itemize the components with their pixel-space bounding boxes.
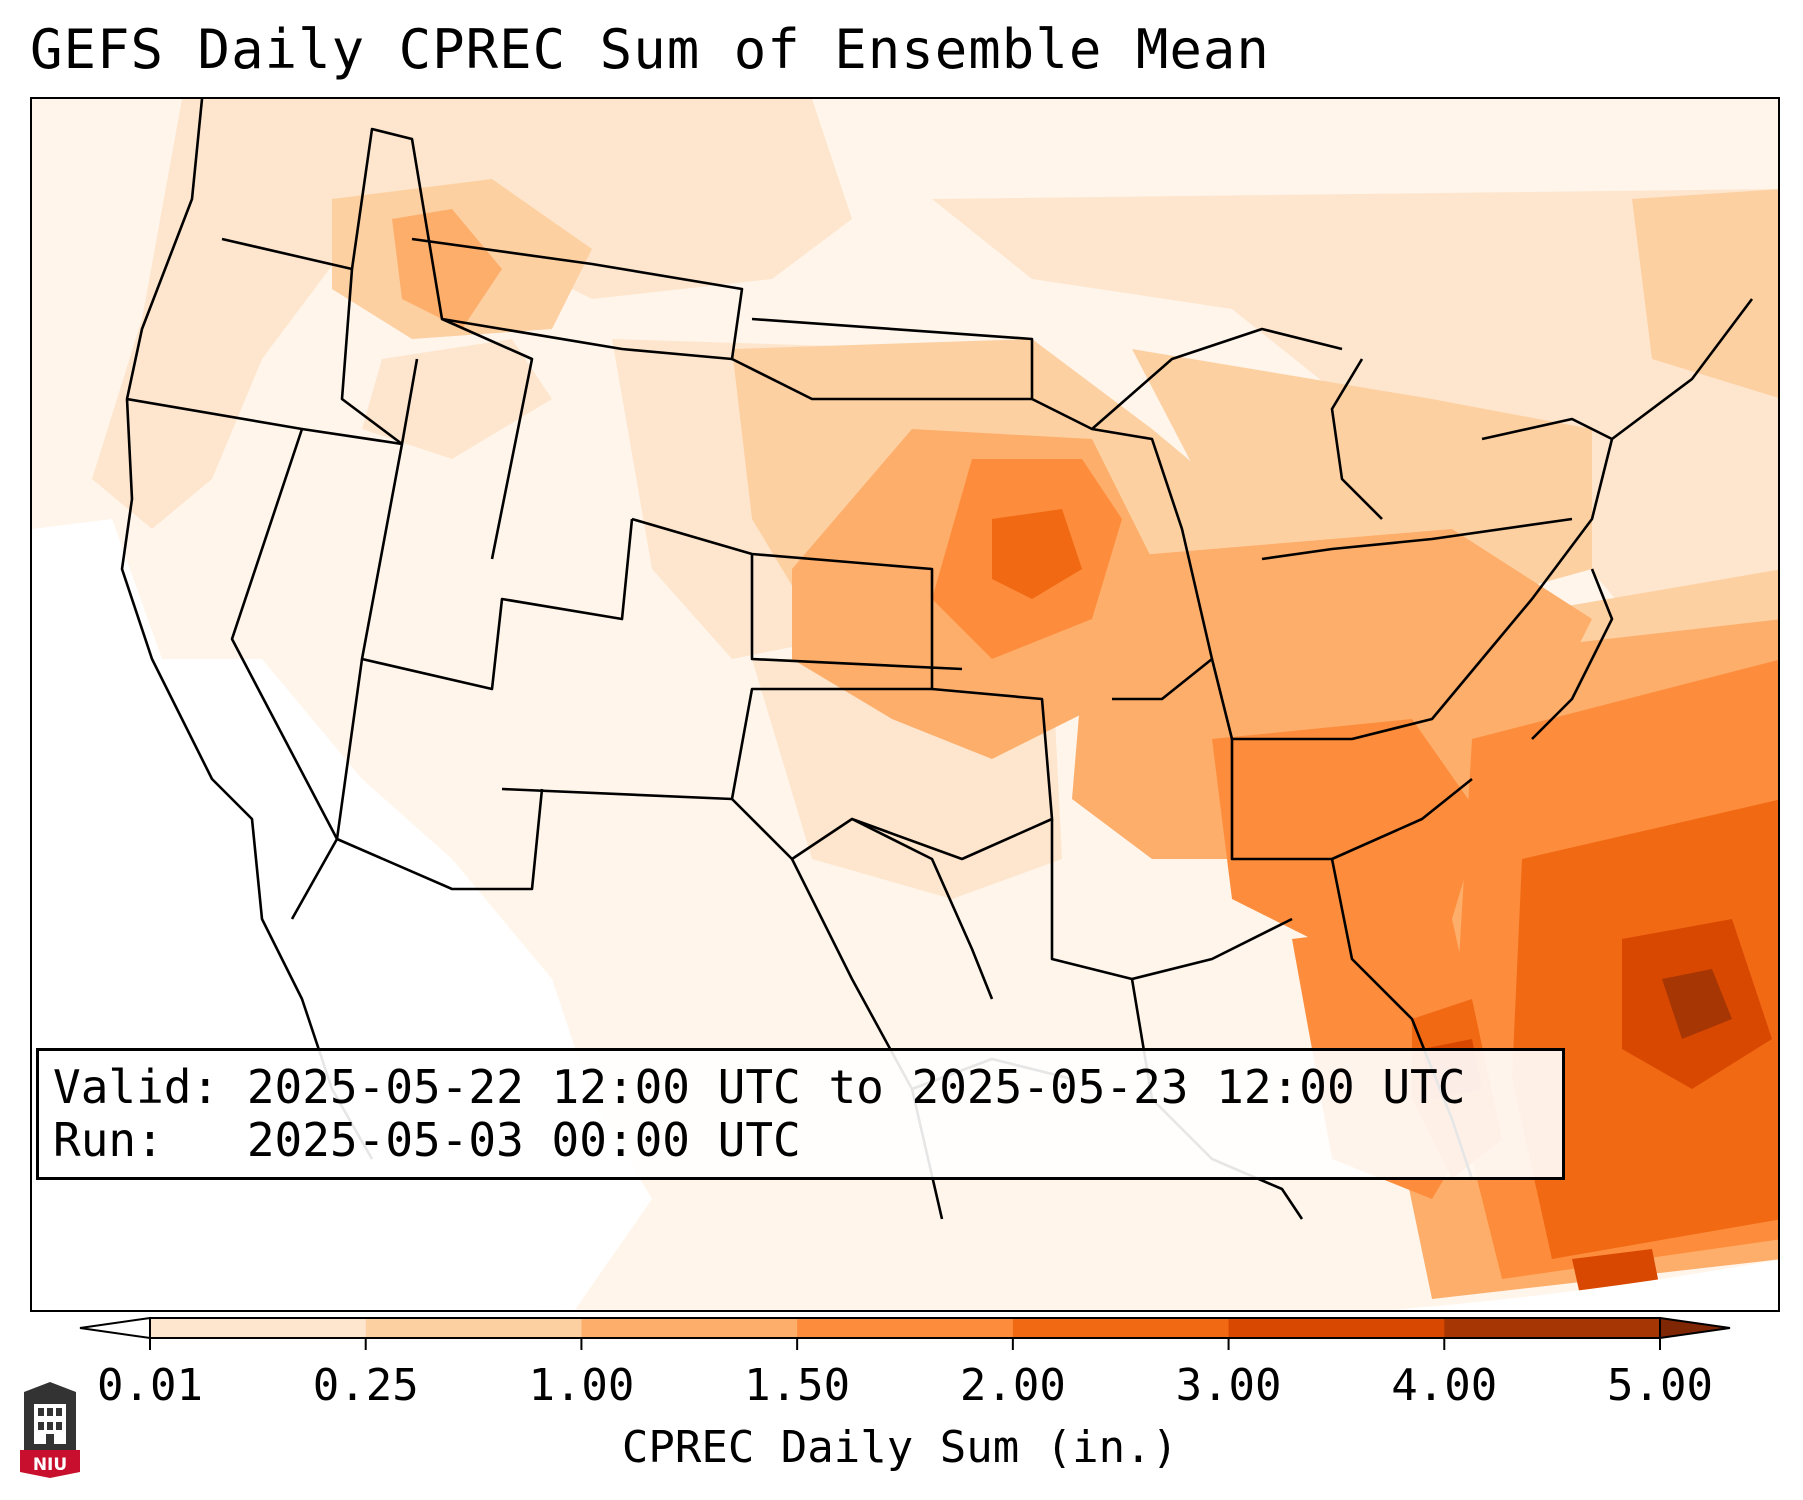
colorbar-tick-label: 3.00 bbox=[1175, 1360, 1282, 1411]
colorbar-segment bbox=[1228, 1318, 1445, 1338]
colorbar-ticks bbox=[149, 1338, 1661, 1350]
colorbar-tick-label: 5.00 bbox=[1607, 1360, 1713, 1411]
run-line: Run: 2025-05-03 00:00 UTC bbox=[53, 1113, 801, 1167]
colorbar-under-arrow bbox=[79, 1316, 151, 1340]
colorbar-tick-label: 2.00 bbox=[959, 1360, 1066, 1411]
colorbar-segment bbox=[1444, 1318, 1661, 1338]
colorbar-tick-label: 0.25 bbox=[312, 1360, 419, 1411]
colorbar-tick-label: 0.01 bbox=[97, 1360, 203, 1411]
colorbar-segment bbox=[1012, 1318, 1230, 1338]
niu-logo: NIU bbox=[20, 1382, 80, 1482]
colorbar-segment bbox=[581, 1318, 798, 1338]
colorbar-segment bbox=[797, 1318, 1014, 1338]
valid-line: Valid: 2025-05-22 12:00 UTC to 2025-05-2… bbox=[53, 1060, 1466, 1114]
colorbar-segment bbox=[150, 1318, 367, 1338]
map-title: GEFS Daily CPREC Sum of Ensemble Mean bbox=[30, 18, 1270, 81]
svg-text:NIU: NIU bbox=[33, 1455, 67, 1475]
colorbar-segments bbox=[79, 1316, 1731, 1340]
colorbar-tick-label: 4.00 bbox=[1391, 1360, 1498, 1411]
colorbar-frame bbox=[149, 1317, 1661, 1339]
colorbar-tick-label: 1.00 bbox=[528, 1360, 635, 1411]
colorbar-label: CPREC Daily Sum (in.) bbox=[621, 1422, 1179, 1473]
valid-info-box: Valid: 2025-05-22 12:00 UTC to 2025-05-2… bbox=[36, 1048, 1565, 1180]
niu-logo-icon: NIU bbox=[20, 1382, 80, 1478]
colorbar-tick-label: 1.50 bbox=[744, 1360, 851, 1411]
precip-region-peak bbox=[1662, 969, 1732, 1039]
colorbar-segment bbox=[365, 1318, 582, 1338]
colorbar-over-arrow bbox=[1659, 1316, 1731, 1340]
